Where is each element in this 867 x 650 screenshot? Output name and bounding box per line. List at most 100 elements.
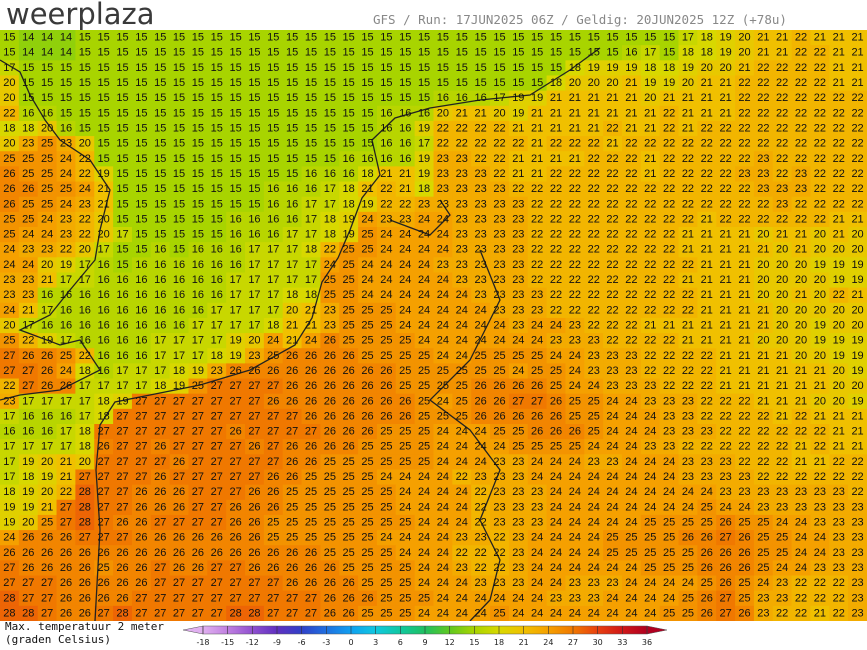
temperature-label: 22 (625, 244, 637, 256)
temperature-label: 16 (154, 304, 166, 316)
temperature-label: 26 (41, 350, 53, 362)
temperature-label: 21 (776, 410, 788, 422)
temperature-label: 20 (833, 365, 845, 377)
temperature-label: 24 (531, 547, 543, 559)
temperature-label: 21 (776, 32, 788, 44)
temperature-label: 23 (701, 426, 713, 438)
temperature-cell (376, 136, 397, 152)
temperature-label: 27 (720, 532, 732, 544)
temperature-label: 21 (531, 153, 543, 165)
temperature-label: 27 (116, 410, 128, 422)
temperature-label: 27 (305, 426, 317, 438)
temperature-label: 25 (361, 501, 373, 513)
temperature-label: 15 (229, 198, 241, 210)
temperature-cell (320, 30, 340, 46)
temperature-cell (245, 136, 265, 152)
temperature-label: 22 (531, 213, 543, 225)
temperature-label: 24 (550, 350, 562, 362)
temperature-label: 23 (22, 138, 34, 150)
temperature-label: 22 (606, 198, 618, 210)
temperature-label: 22 (682, 198, 694, 210)
temperature-cell (0, 60, 20, 76)
temperature-cell (527, 30, 548, 46)
temperature-label: 27 (192, 471, 204, 483)
temperature-label: 22 (701, 365, 713, 377)
temperature-label: 22 (456, 547, 468, 559)
temperature-label: 22 (663, 138, 675, 150)
temperature-label: 23 (682, 471, 694, 483)
temperature-label: 26 (720, 577, 732, 589)
temperature-label: 22 (644, 335, 656, 347)
temperature-label: 21 (644, 168, 656, 180)
temperature-cell (18, 166, 39, 183)
temperature-label: 24 (437, 471, 449, 483)
temperature-label: 21 (701, 213, 713, 225)
temperature-label: 21 (588, 92, 600, 104)
temperature-label: 15 (116, 92, 128, 104)
temperature-label: 25 (757, 547, 769, 559)
temperature-label: 15 (211, 153, 223, 165)
temperature-label: 16 (380, 138, 392, 150)
temperature-label: 22 (550, 183, 562, 195)
temperature-cell (37, 166, 58, 183)
temperature-label: 27 (98, 517, 110, 529)
temperature-label: 22 (531, 244, 543, 256)
temperature-label: 27 (98, 607, 110, 619)
temperature-label: 15 (211, 107, 223, 119)
temperature-cell (226, 90, 246, 107)
temperature-label: 24 (437, 244, 449, 256)
temperature-label: 22 (814, 441, 826, 453)
temperature-label: 15 (229, 153, 241, 165)
temperature-label: 26 (682, 532, 694, 544)
temperature-label: 14 (41, 32, 53, 44)
temperature-label: 27 (192, 410, 204, 422)
temperature-cell (697, 120, 717, 137)
temperature-cell (508, 90, 529, 107)
temperature-cell (150, 75, 171, 92)
temperature-label: 27 (229, 486, 241, 498)
temperature-label: 16 (154, 320, 166, 332)
temperature-label: 24 (625, 456, 637, 468)
temperature-label: 25 (324, 289, 336, 301)
temperature-label: 15 (135, 107, 147, 119)
temperature-label: 25 (512, 426, 524, 438)
temperature-label: 25 (531, 441, 543, 453)
temperature-label: 22 (795, 123, 807, 135)
temperature-label: 15 (361, 107, 373, 119)
temperature-label: 15 (286, 92, 298, 104)
temperature-cell (0, 45, 20, 61)
temperature-label: 21 (776, 350, 788, 362)
temperature-label: 15 (192, 138, 204, 150)
temperature-label: 26 (192, 547, 204, 559)
temperature-label: 15 (305, 62, 317, 74)
temperature-label: 25 (663, 562, 675, 574)
temperature-label: 25 (343, 335, 355, 347)
temperature-label: 26 (60, 532, 72, 544)
temperature-cell (659, 120, 680, 137)
temperature-cell (621, 151, 642, 167)
temperature-cell (735, 90, 755, 107)
temperature-cell (18, 151, 39, 167)
logo: weerplaza (6, 0, 155, 31)
temperature-label: 26 (343, 441, 355, 453)
temperature-label: 15 (60, 77, 72, 89)
temperature-cell (245, 151, 265, 167)
temperature-label: 20 (738, 32, 750, 44)
temperature-label: 17 (3, 471, 15, 483)
temperature-label: 26 (98, 577, 110, 589)
temperature-label: 27 (305, 592, 317, 604)
temperature-label: 22 (776, 426, 788, 438)
temperature-label: 22 (3, 380, 15, 392)
temperature-label: 23 (474, 259, 486, 271)
temperature-cell (490, 105, 510, 122)
temperature-label: 15 (305, 32, 317, 44)
temperature-label: 25 (399, 592, 411, 604)
temperature-label: 22 (588, 244, 600, 256)
temperature-cell (131, 120, 152, 137)
temperature-label: 23 (437, 153, 449, 165)
temperature-label: 21 (757, 380, 769, 392)
temperature-label: 26 (154, 486, 166, 498)
temperature-label: 19 (361, 198, 373, 210)
temperature-label: 26 (3, 168, 15, 180)
temperature-label: 23 (531, 289, 543, 301)
